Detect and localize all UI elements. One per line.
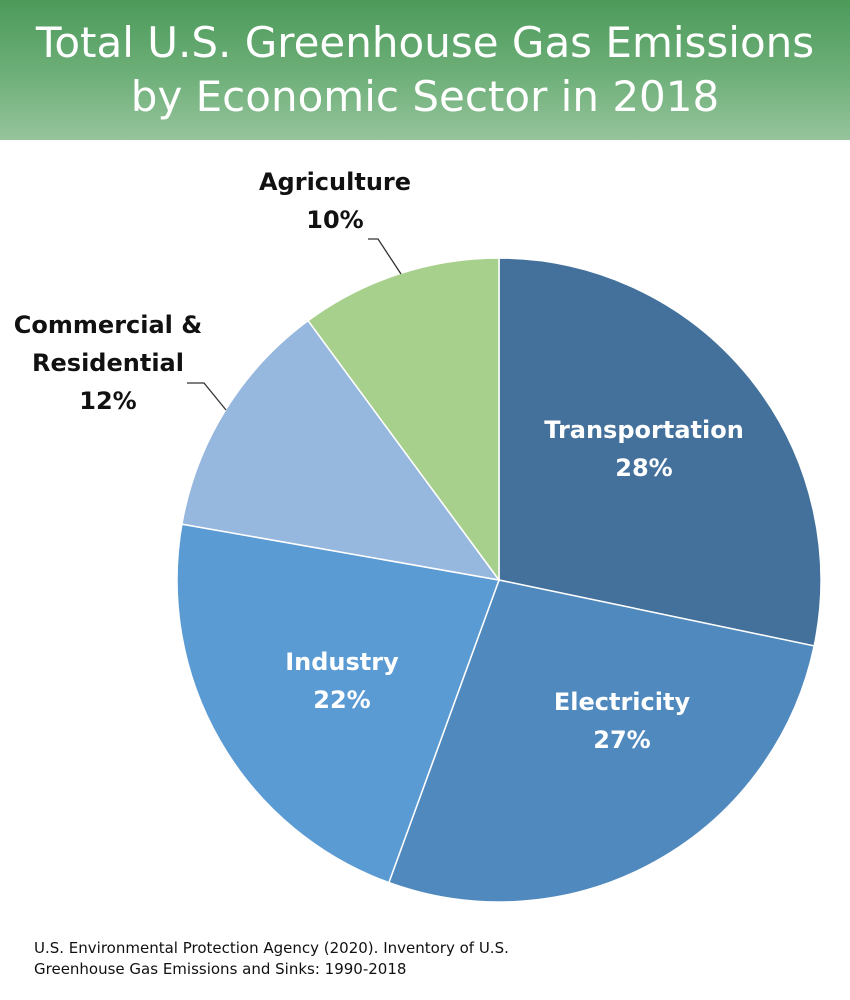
pie-slice-industry bbox=[176, 523, 501, 884]
slice-value-transportation: 28% bbox=[615, 454, 672, 482]
slice-name-commercial-residential: Commercial & bbox=[14, 311, 202, 339]
source-citation: U.S. Environmental Protection Agency (20… bbox=[34, 938, 634, 980]
chart-title-line-1: Total U.S. Greenhouse Gas Emissions bbox=[35, 18, 815, 67]
slice-label-industry: Industry 22% bbox=[285, 648, 399, 714]
pie-slices bbox=[176, 257, 822, 903]
leader-line-agriculture bbox=[368, 238, 402, 275]
slice-name-agriculture: Agriculture bbox=[259, 168, 411, 196]
slice-value-industry: 22% bbox=[313, 686, 370, 714]
slice-label-agriculture: Agriculture 10% bbox=[259, 168, 411, 234]
source-citation-line-2: Greenhouse Gas Emissions and Sinks: 1990… bbox=[34, 960, 407, 978]
slice-name-electricity: Electricity bbox=[554, 688, 691, 716]
slice-name-transportation: Transportation bbox=[544, 416, 744, 444]
slice-labels: Transportation 28% Electricity 27% Industry 2… bbox=[14, 168, 744, 754]
leader-lines bbox=[187, 238, 402, 411]
pie-chart: Transportation 28% Electricity 27% Industry 2… bbox=[14, 168, 822, 903]
pie-slice-transportation bbox=[498, 257, 822, 647]
slice-name-commercial-residential: Residential bbox=[32, 349, 184, 377]
slice-value-commercial-residential: 12% bbox=[79, 387, 136, 415]
source-citation-line-1: U.S. Environmental Protection Agency (20… bbox=[34, 939, 509, 957]
slice-name-industry: Industry bbox=[285, 648, 399, 676]
slice-label-electricity: Electricity 27% bbox=[554, 688, 691, 754]
slice-label-commercial-residential: Commercial & Residential 12% bbox=[14, 311, 202, 415]
slice-label-transportation: Transportation 28% bbox=[544, 416, 744, 482]
leader-line-commercial-residential bbox=[187, 382, 227, 411]
slice-value-agriculture: 10% bbox=[306, 206, 363, 234]
chart-title-line-2: by Economic Sector in 2018 bbox=[130, 72, 720, 121]
pie-slice-agriculture bbox=[307, 257, 500, 583]
chart-header: Total U.S. Greenhouse Gas Emissions by E… bbox=[0, 0, 850, 140]
pie-slice-electricity bbox=[387, 579, 816, 903]
slice-value-electricity: 27% bbox=[593, 726, 650, 754]
